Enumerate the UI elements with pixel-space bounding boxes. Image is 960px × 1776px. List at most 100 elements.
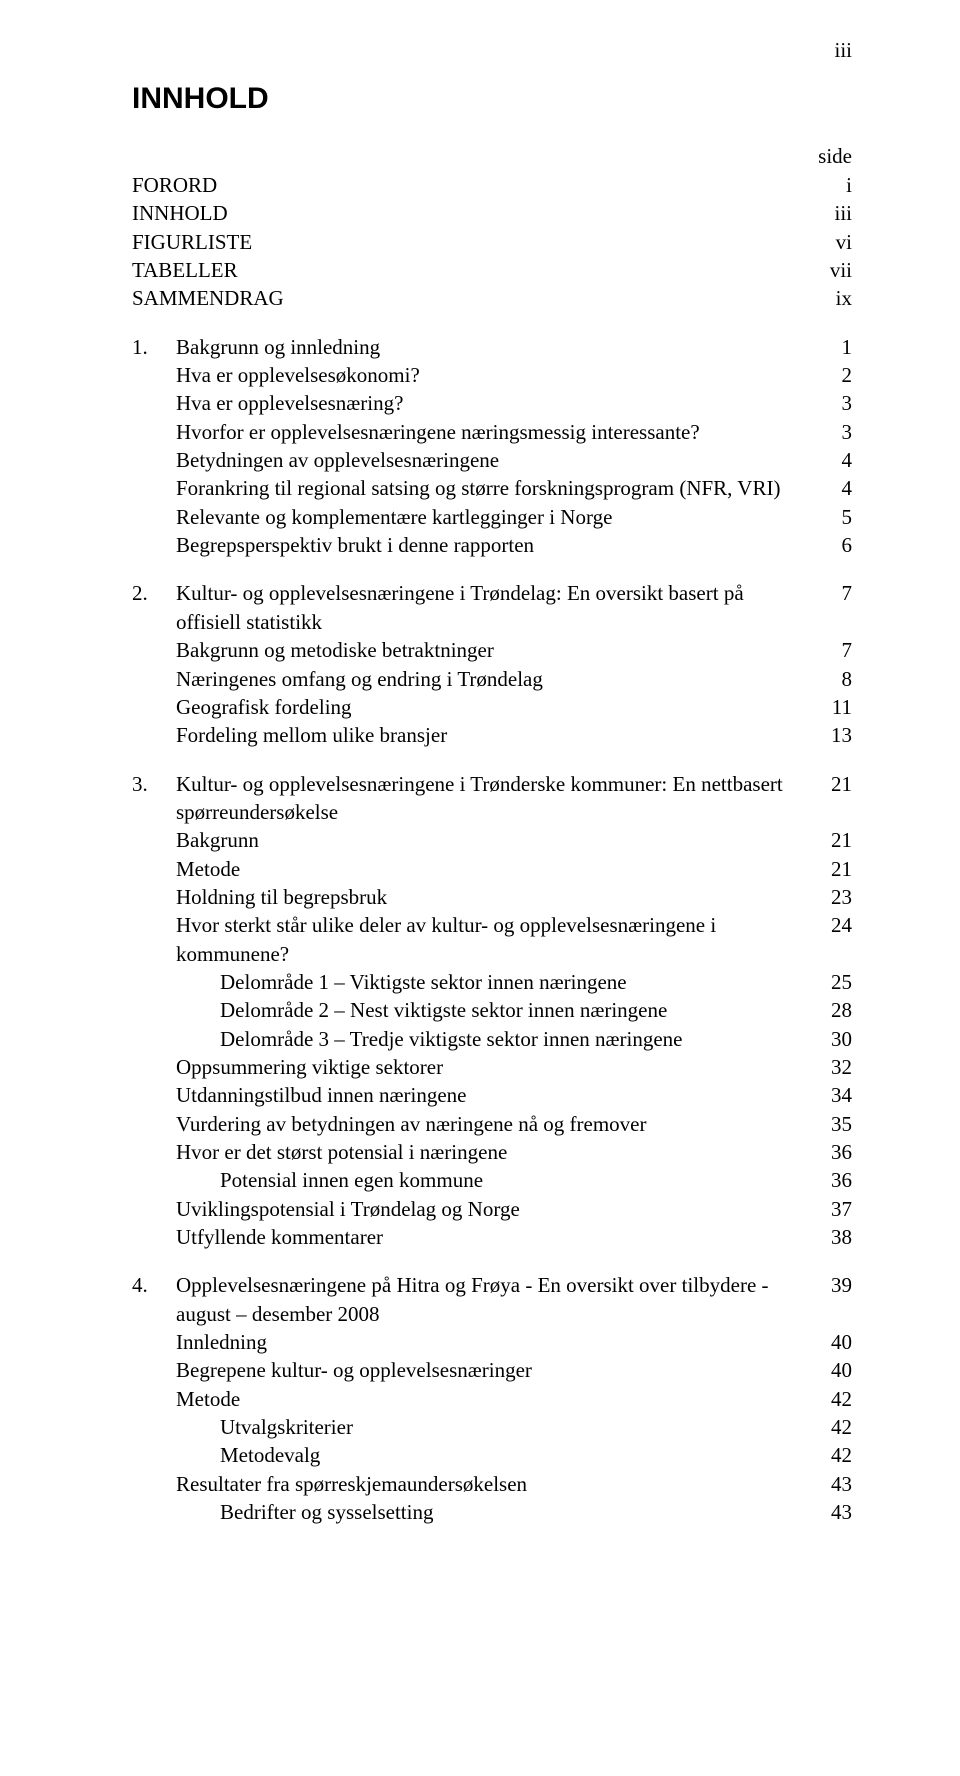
toc-row: INNHOLDiii (132, 199, 852, 227)
toc-row: Relevante og komplementære kartlegginger… (176, 503, 852, 531)
toc-item-page: 6 (824, 531, 852, 559)
toc-item-page: 8 (824, 665, 852, 693)
toc-item-label: Delområde 2 – Nest viktigste sektor inne… (220, 996, 824, 1024)
front-matter-label: TABELLER (132, 256, 824, 284)
side-column-label: side (132, 144, 852, 169)
toc-item-page: 40 (824, 1328, 852, 1356)
toc-item-page: 34 (824, 1081, 852, 1109)
toc-row: Forankring til regional satsing og størr… (176, 474, 852, 502)
toc-item-page: 43 (824, 1470, 852, 1498)
toc-item-label: Utvalgskriterier (220, 1413, 824, 1441)
section-heading-row: 1.Bakgrunn og innledning1Hva er opplevel… (132, 333, 852, 560)
toc-row: Uviklingspotensial i Trøndelag og Norge3… (176, 1195, 852, 1223)
section-body: Kultur- og opplevelsesnæringene i Trønde… (176, 579, 852, 749)
toc-row: Bedrifter og sysselsetting43 (176, 1498, 852, 1526)
front-matter-block: FORORDiINNHOLDiiiFIGURLISTEviTABELLERvii… (132, 171, 852, 313)
toc-item-label: Vurdering av betydningen av næringene nå… (176, 1110, 824, 1138)
toc-title: INNHOLD (132, 82, 852, 116)
toc-row: Holdning til begrepsbruk23 (176, 883, 852, 911)
toc-item-label: Bakgrunn (176, 826, 824, 854)
section-heading: Kultur- og opplevelsesnæringene i Trønde… (176, 770, 852, 827)
toc-item-page: 11 (824, 693, 852, 721)
toc-item-page: 37 (824, 1195, 852, 1223)
section-heading-label: Kultur- og opplevelsesnæringene i Trønde… (176, 770, 824, 827)
section-heading-label: Bakgrunn og innledning (176, 333, 824, 361)
toc-row: Hvor sterkt står ulike deler av kultur- … (176, 911, 852, 968)
toc-item-label: Geografisk fordeling (176, 693, 824, 721)
toc-item-label: Metodevalg (220, 1441, 824, 1469)
toc-row: Utfyllende kommentarer38 (176, 1223, 852, 1251)
section-heading-row: 2.Kultur- og opplevelsesnæringene i Trøn… (132, 579, 852, 749)
toc-item-label: Relevante og komplementære kartlegginger… (176, 503, 824, 531)
toc-item-page: 5 (824, 503, 852, 531)
toc-row: Geografisk fordeling11 (176, 693, 852, 721)
toc-row: Bakgrunn21 (176, 826, 852, 854)
section-body: Opplevelsesnæringene på Hitra og Frøya -… (176, 1271, 852, 1526)
toc-item-page: 42 (824, 1441, 852, 1469)
section-heading: Opplevelsesnæringene på Hitra og Frøya -… (176, 1271, 852, 1328)
toc-item-page: 36 (824, 1138, 852, 1166)
front-matter-page: vii (824, 256, 852, 284)
toc-item-page: 13 (824, 721, 852, 749)
toc-section: 1.Bakgrunn og innledning1Hva er opplevel… (132, 333, 852, 560)
section-heading-label: Kultur- og opplevelsesnæringene i Trønde… (176, 579, 824, 636)
section-heading-page: 7 (824, 579, 852, 607)
toc-item-label: Uviklingspotensial i Trøndelag og Norge (176, 1195, 824, 1223)
section-heading-page: 21 (824, 770, 852, 798)
toc-item-page: 42 (824, 1385, 852, 1413)
section-body: Bakgrunn og innledning1Hva er opplevelse… (176, 333, 852, 560)
toc-item-page: 7 (824, 636, 852, 664)
toc-item-page: 3 (824, 389, 852, 417)
toc-row: Hva er opplevelsesøkonomi?2 (176, 361, 852, 389)
toc-item-label: Bakgrunn og metodiske betraktninger (176, 636, 824, 664)
toc-row: Innledning40 (176, 1328, 852, 1356)
toc-item-page: 42 (824, 1413, 852, 1441)
toc-row: Bakgrunn og metodiske betraktninger7 (176, 636, 852, 664)
toc-item-label: Metode (176, 1385, 824, 1413)
toc-item-label: Betydningen av opplevelsesnæringene (176, 446, 824, 474)
toc-item-label: Potensial innen egen kommune (220, 1166, 824, 1194)
section-heading-page: 39 (824, 1271, 852, 1299)
toc-row: Begrepsperspektiv brukt i denne rapporte… (176, 531, 852, 559)
toc-item-label: Hvorfor er opplevelsesnæringene næringsm… (176, 418, 824, 446)
toc-row: Hvor er det størst potensial i næringene… (176, 1138, 852, 1166)
front-matter-page: vi (824, 228, 852, 256)
toc-container: FORORDiINNHOLDiiiFIGURLISTEviTABELLERvii… (132, 171, 852, 1526)
toc-section: 4.Opplevelsesnæringene på Hitra og Frøya… (132, 1271, 852, 1526)
toc-item-label: Hva er opplevelsesnæring? (176, 389, 824, 417)
toc-item-label: Delområde 1 – Viktigste sektor innen nær… (220, 968, 824, 996)
toc-item-label: Utfyllende kommentarer (176, 1223, 824, 1251)
toc-section: 3.Kultur- og opplevelsesnæringene i Trøn… (132, 770, 852, 1252)
toc-item-page: 38 (824, 1223, 852, 1251)
toc-item-page: 4 (824, 474, 852, 502)
toc-item-label: Forankring til regional satsing og størr… (176, 474, 824, 502)
toc-item-label: Metode (176, 855, 824, 883)
toc-item-label: Holdning til begrepsbruk (176, 883, 824, 911)
toc-item-page: 23 (824, 883, 852, 911)
toc-row: Metodevalg42 (176, 1441, 852, 1469)
toc-item-label: Resultater fra spørreskjemaundersøkelsen (176, 1470, 824, 1498)
toc-item-page: 32 (824, 1053, 852, 1081)
toc-row: FIGURLISTEvi (132, 228, 852, 256)
toc-item-label: Hvor er det størst potensial i næringene (176, 1138, 824, 1166)
front-matter-label: FORORD (132, 171, 824, 199)
section-number: 3. (132, 770, 176, 798)
front-matter-page: ix (824, 284, 852, 312)
toc-item-page: 21 (824, 855, 852, 883)
toc-row: Potensial innen egen kommune36 (176, 1166, 852, 1194)
toc-item-page: 40 (824, 1356, 852, 1384)
section-number: 1. (132, 333, 176, 361)
toc-item-page: 21 (824, 826, 852, 854)
section-number: 4. (132, 1271, 176, 1299)
section-heading-page: 1 (824, 333, 852, 361)
section-heading: Bakgrunn og innledning1 (176, 333, 852, 361)
toc-item-label: Utdanningstilbud innen næringene (176, 1081, 824, 1109)
toc-section: 2.Kultur- og opplevelsesnæringene i Trøn… (132, 579, 852, 749)
toc-row: Oppsummering viktige sektorer32 (176, 1053, 852, 1081)
toc-row: Resultater fra spørreskjemaundersøkelsen… (176, 1470, 852, 1498)
section-heading-row: 4.Opplevelsesnæringene på Hitra og Frøya… (132, 1271, 852, 1526)
toc-item-label: Hvor sterkt står ulike deler av kultur- … (176, 911, 824, 968)
toc-row: Hva er opplevelsesnæring?3 (176, 389, 852, 417)
toc-item-label: Oppsummering viktige sektorer (176, 1053, 824, 1081)
toc-item-page: 3 (824, 418, 852, 446)
